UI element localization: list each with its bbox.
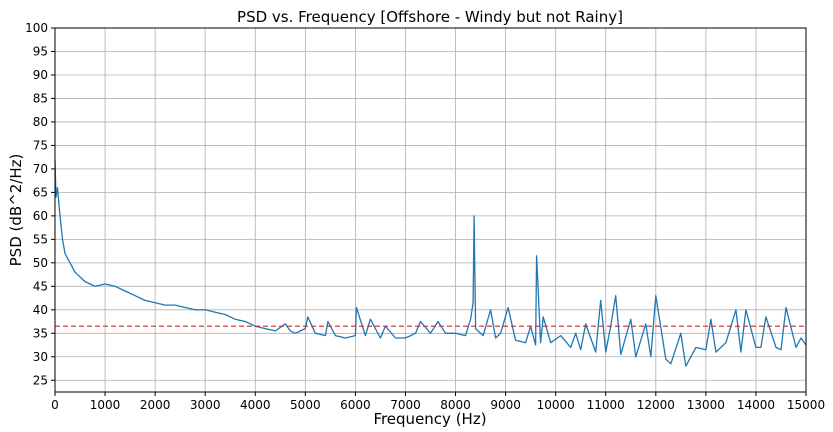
y-tick-label: 95	[33, 44, 48, 58]
grid-lines	[54, 27, 807, 392]
series-layer	[54, 159, 807, 367]
y-tick-label: 55	[33, 232, 48, 246]
plot-area-frame	[54, 27, 807, 393]
y-tick-label: 65	[33, 185, 48, 199]
x-tick-label: 1000	[90, 398, 121, 412]
y-tick-label: 85	[33, 91, 48, 105]
chart-title: PSD vs. Frequency [Offshore - Windy but …	[237, 8, 623, 26]
y-tick-label: 40	[33, 303, 48, 317]
y-axis-ticks: 25 30 35 40 45 50 55 60 65 70 75 80 85 90 95 100	[25, 21, 55, 387]
y-tick-label: 90	[33, 68, 48, 82]
x-tick-label: 12000	[637, 398, 675, 412]
y-tick-label: 70	[33, 162, 48, 176]
y-tick-label: 35	[33, 326, 48, 340]
x-tick-label: 9000	[490, 398, 521, 412]
y-tick-label: 30	[33, 350, 48, 364]
y-tick-label: 80	[33, 115, 48, 129]
x-tick-label: 15000	[787, 398, 825, 412]
x-tick-label: 13000	[687, 398, 725, 412]
y-tick-label: 60	[33, 209, 48, 223]
x-tick-label: 5000	[290, 398, 321, 412]
psd-series-line	[54, 159, 807, 367]
x-axis-label: Frequency (Hz)	[373, 410, 486, 428]
x-tick-label: 14000	[737, 398, 775, 412]
y-tick-label: 50	[33, 256, 48, 270]
x-tick-label: 3000	[190, 398, 221, 412]
y-tick-label: 25	[33, 373, 48, 387]
x-tick-label: 0	[51, 398, 59, 412]
x-tick-label: 11000	[587, 398, 625, 412]
y-tick-label: 75	[33, 138, 48, 152]
y-axis-label: PSD (dB^2/Hz)	[7, 154, 25, 267]
x-tick-label: 6000	[340, 398, 371, 412]
x-tick-label: 2000	[140, 398, 171, 412]
x-tick-label: 4000	[240, 398, 271, 412]
x-tick-label: 8000	[440, 398, 471, 412]
y-tick-label: 100	[25, 21, 48, 35]
y-tick-label: 45	[33, 279, 48, 293]
x-tick-label: 10000	[537, 398, 575, 412]
x-axis-ticks: 0 1000 2000 3000 4000 5000 6000 7000 8000 9000 100…	[51, 392, 825, 412]
x-tick-label: 7000	[390, 398, 421, 412]
